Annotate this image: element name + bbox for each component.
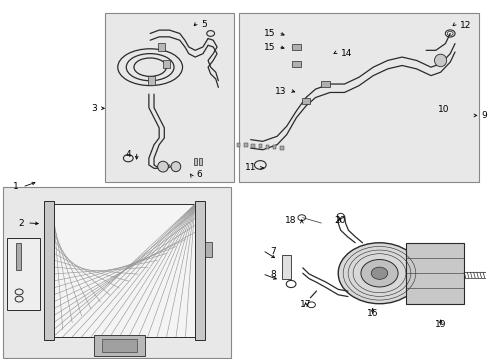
Text: 7: 7 (270, 247, 276, 256)
Text: 5: 5 (201, 20, 206, 29)
Text: 14: 14 (340, 49, 351, 58)
Bar (148, 76, 155, 85)
Text: 6: 6 (196, 170, 202, 179)
Bar (320, 81, 329, 87)
Text: 13: 13 (274, 86, 285, 95)
Text: 8: 8 (270, 270, 276, 279)
Bar (53, 204, 194, 337)
FancyBboxPatch shape (238, 13, 478, 182)
Circle shape (360, 260, 397, 287)
Bar (279, 145, 284, 150)
Bar (163, 59, 170, 68)
Circle shape (370, 267, 387, 279)
Bar (193, 158, 196, 165)
Bar (94, 336, 144, 356)
Bar (158, 42, 165, 51)
Bar (243, 143, 247, 147)
Text: 17: 17 (299, 300, 311, 309)
Ellipse shape (157, 161, 168, 172)
Text: 9: 9 (481, 111, 486, 120)
Bar (198, 158, 201, 165)
Text: 19: 19 (434, 320, 446, 329)
Text: 15: 15 (263, 29, 275, 38)
Bar (250, 144, 255, 148)
Bar (237, 143, 240, 147)
Bar (44, 201, 54, 341)
Bar (273, 145, 276, 149)
Text: 15: 15 (263, 43, 275, 52)
Text: 11: 11 (244, 163, 256, 172)
Circle shape (338, 243, 420, 304)
Bar (291, 44, 300, 50)
Text: 20: 20 (333, 216, 345, 225)
FancyBboxPatch shape (3, 187, 231, 357)
Ellipse shape (171, 162, 181, 172)
Bar (282, 255, 290, 279)
Text: 10: 10 (437, 105, 448, 114)
Bar (204, 242, 212, 257)
Ellipse shape (434, 54, 446, 67)
Bar (266, 145, 268, 149)
Text: 4: 4 (125, 150, 131, 159)
Bar (194, 201, 204, 341)
Text: 1: 1 (13, 181, 19, 190)
Text: 18: 18 (284, 216, 295, 225)
Text: 12: 12 (459, 21, 470, 30)
Bar (406, 243, 463, 304)
Text: 16: 16 (366, 309, 378, 318)
FancyBboxPatch shape (105, 13, 233, 182)
Bar (17, 243, 21, 270)
Text: 3: 3 (91, 104, 97, 113)
Bar (258, 144, 261, 148)
Bar (291, 60, 300, 67)
Text: 2: 2 (19, 219, 24, 228)
Bar (102, 339, 137, 352)
Bar (6, 238, 40, 310)
Bar (301, 98, 310, 104)
